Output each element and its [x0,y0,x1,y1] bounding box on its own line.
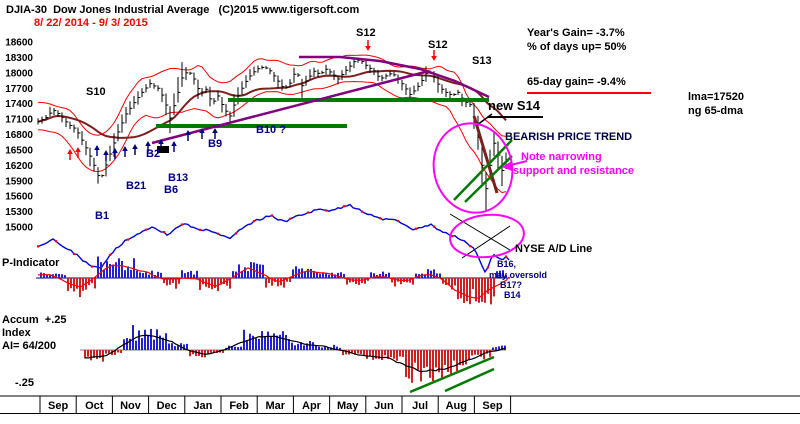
svg-text:16800: 16800 [5,130,33,141]
new-s14-label: new S14 [488,98,541,113]
svg-text:S12: S12 [428,39,448,51]
index-label: Index [2,327,31,339]
svg-text:18300: 18300 [5,53,33,64]
svg-text:B6: B6 [164,184,178,196]
accum-label: Accum +.25 [2,314,67,326]
svg-text:Sep: Sep [48,400,68,412]
svg-text:Apr: Apr [302,400,322,412]
p-indicator-histogram [36,256,510,305]
days-up-stat: % of days up= 50% [527,41,627,53]
svg-text:Aug: Aug [446,400,467,412]
svg-text:S12: S12 [356,27,376,39]
nyse-ad-line-label: NYSE A/D Line [515,243,593,255]
svg-text:S13: S13 [472,55,492,67]
gain-65day-stat: 65-day gain= -9.4% [527,76,626,88]
date-range: 8/ 22/ 2014 - 9/ 3/ 2015 [34,17,148,29]
svg-text:17400: 17400 [5,99,33,110]
lma-stat: lma=17520 [688,91,744,103]
svg-text:B9: B9 [208,138,222,150]
accum-index-histogram [80,325,506,383]
svg-text:S10: S10 [86,86,106,98]
svg-text:Feb: Feb [229,400,249,412]
svg-text:B10 ?: B10 ? [256,124,286,136]
svg-text:Dec: Dec [157,400,177,412]
minus-25-label: -.25 [15,377,34,389]
svg-text:17700: 17700 [5,84,33,95]
svg-text:Jun: Jun [374,400,394,412]
note-narrowing-line2: support and resistance [513,165,635,177]
svg-text:15000: 15000 [5,223,33,234]
ai-ratio-label: AI= 64/200 [2,340,57,352]
svg-text:16500: 16500 [5,145,33,156]
svg-text:B2: B2 [146,148,160,160]
svg-text:may oversold: may oversold [489,270,547,280]
p-indicator-label: P-Indicator [2,257,60,269]
note-narrowing-line1: Note narrowing [521,151,602,163]
svg-text:15900: 15900 [5,176,33,187]
svg-text:B16,: B16, [497,259,516,269]
svg-text:18600: 18600 [5,38,33,49]
highlight-ellipses [432,122,525,259]
svg-text:15300: 15300 [5,207,33,218]
signal-arrows [67,40,528,171]
svg-text:B13: B13 [168,172,188,184]
svg-text:16200: 16200 [5,161,33,172]
svg-text:15600: 15600 [5,192,33,203]
svg-text:18000: 18000 [5,68,33,79]
nyse-ad-line [36,203,510,274]
svg-text:Jul: Jul [412,400,428,412]
years-gain-stat: Year's Gain= -3.7% [527,27,625,39]
svg-text:Oct: Oct [85,400,104,412]
trend-lines [151,55,651,394]
chart-title: DJIA-30 Dow Jones Industrial Average (C)… [6,4,360,16]
svg-text:Jan: Jan [193,400,212,412]
dma-note: ng 65-dma [688,105,744,117]
svg-text:B1: B1 [95,210,109,222]
svg-text:B17?: B17? [500,280,522,290]
svg-text:Mar: Mar [266,400,286,412]
svg-text:Nov: Nov [120,400,142,412]
svg-text:May: May [337,400,359,412]
bearish-trend-label: BEARISH PRICE TREND [505,131,633,143]
svg-text:17100: 17100 [5,115,33,126]
svg-text:Sep: Sep [482,400,502,412]
axes: 18600 18300 18000 17700 17400 17100 16800 16500… [0,38,800,414]
svg-text:B14: B14 [504,290,521,300]
svg-text:B21: B21 [126,180,146,192]
